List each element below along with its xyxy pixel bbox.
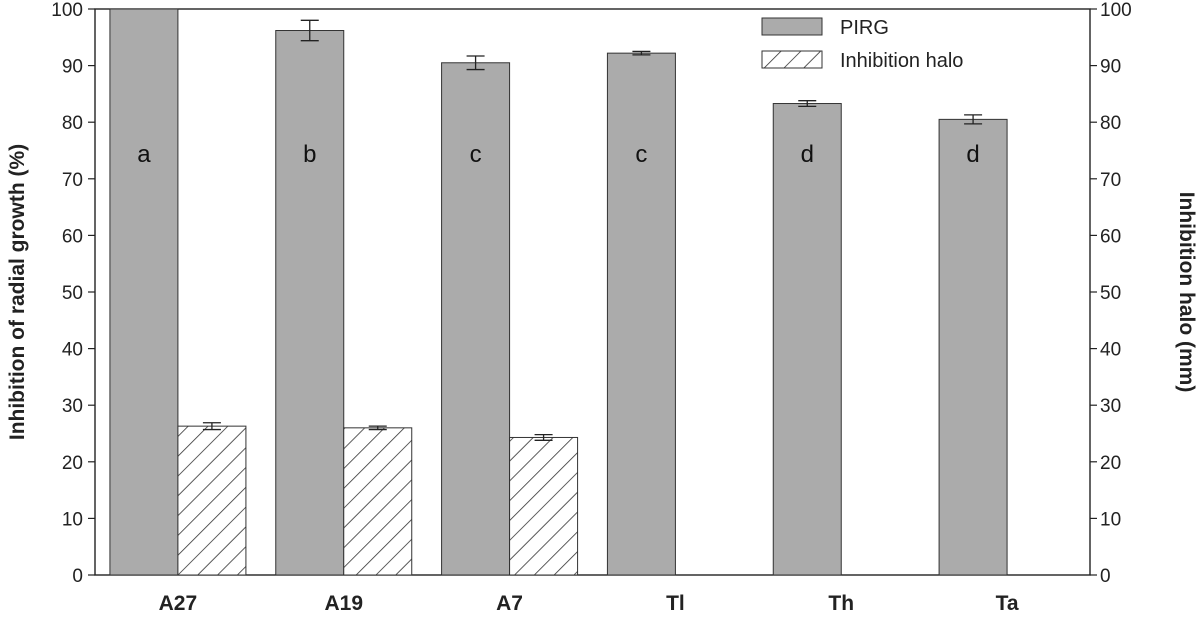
significance-letter-a7: c — [470, 141, 482, 168]
y-axis-title-right: Inhibition halo (mm) — [1175, 192, 1196, 393]
significance-letter-a19: b — [303, 141, 316, 168]
x-tick-label-a19: A19 — [324, 592, 363, 615]
significance-letter-th: d — [801, 141, 814, 168]
significance-letter-a27: a — [137, 141, 151, 168]
y-tick-label-left: 70 — [62, 170, 83, 191]
x-tick-label-a27: A27 — [159, 592, 198, 615]
bar-inhibition-halo-a19 — [343, 427, 413, 576]
bar-pirg-a27 — [109, 8, 179, 576]
legend: PIRG Inhibition halo — [761, 17, 963, 72]
significance-letter-ta: d — [966, 141, 979, 168]
y-tick-label-right: 50 — [1100, 283, 1121, 304]
y-tick-label-left: 90 — [62, 57, 83, 78]
x-tick-label-ta: Ta — [996, 592, 1019, 615]
x-tick-label-a7: A7 — [496, 592, 523, 615]
bar-pirg-tl — [606, 52, 676, 576]
y-tick-label-right: 0 — [1100, 566, 1111, 587]
plot-area: 0 0 10 10 20 20 30 30 40 40 50 50 60 60 70 70 80 80 90 90 10… — [51, 0, 1131, 615]
legend-label-pirg: PIRG — [840, 17, 889, 39]
x-tick-label-tl: Tl — [666, 592, 685, 615]
bar-pirg-ta — [938, 118, 1008, 576]
y-tick-label-right: 10 — [1100, 509, 1121, 530]
bar-inhibition-halo-a7 — [509, 436, 579, 576]
y-tick-label-left: 80 — [62, 113, 83, 134]
y-tick-label-left: 30 — [62, 396, 83, 417]
y-axis-title-left: Inhibition of radial growth (%) — [6, 144, 29, 440]
y-tick-label-right: 80 — [1100, 113, 1121, 134]
y-tick-label-left: 50 — [62, 283, 83, 304]
y-tick-label-right: 90 — [1100, 57, 1121, 78]
x-tick-label-th: Th — [828, 592, 854, 615]
y-tick-label-right: 30 — [1100, 396, 1121, 417]
y-tick-label-right: 40 — [1100, 340, 1121, 361]
bar-pirg-a19 — [275, 30, 345, 576]
bar-pirg-a7 — [441, 62, 511, 576]
y-tick-label-right: 60 — [1100, 226, 1121, 247]
y-tick-label-left: 0 — [72, 566, 83, 587]
y-tick-label-left: 60 — [62, 226, 83, 247]
y-tick-label-right: 70 — [1100, 170, 1121, 191]
y-tick-label-left: 40 — [62, 340, 83, 361]
y-tick-label-left: 20 — [62, 453, 83, 474]
y-tick-label-right: 20 — [1100, 453, 1121, 474]
y-tick-label-left: 100 — [51, 0, 83, 21]
bar-inhibition-halo-a27 — [177, 425, 247, 576]
legend-swatch-inhibition-halo — [761, 50, 823, 69]
bar-pirg-th — [772, 103, 842, 576]
significance-letter-tl: c — [635, 141, 647, 168]
legend-label-inhibition-halo: Inhibition halo — [840, 50, 963, 72]
legend-swatch-pirg — [761, 17, 823, 36]
y-tick-label-left: 10 — [62, 509, 83, 530]
y-tick-label-right: 100 — [1100, 0, 1132, 21]
